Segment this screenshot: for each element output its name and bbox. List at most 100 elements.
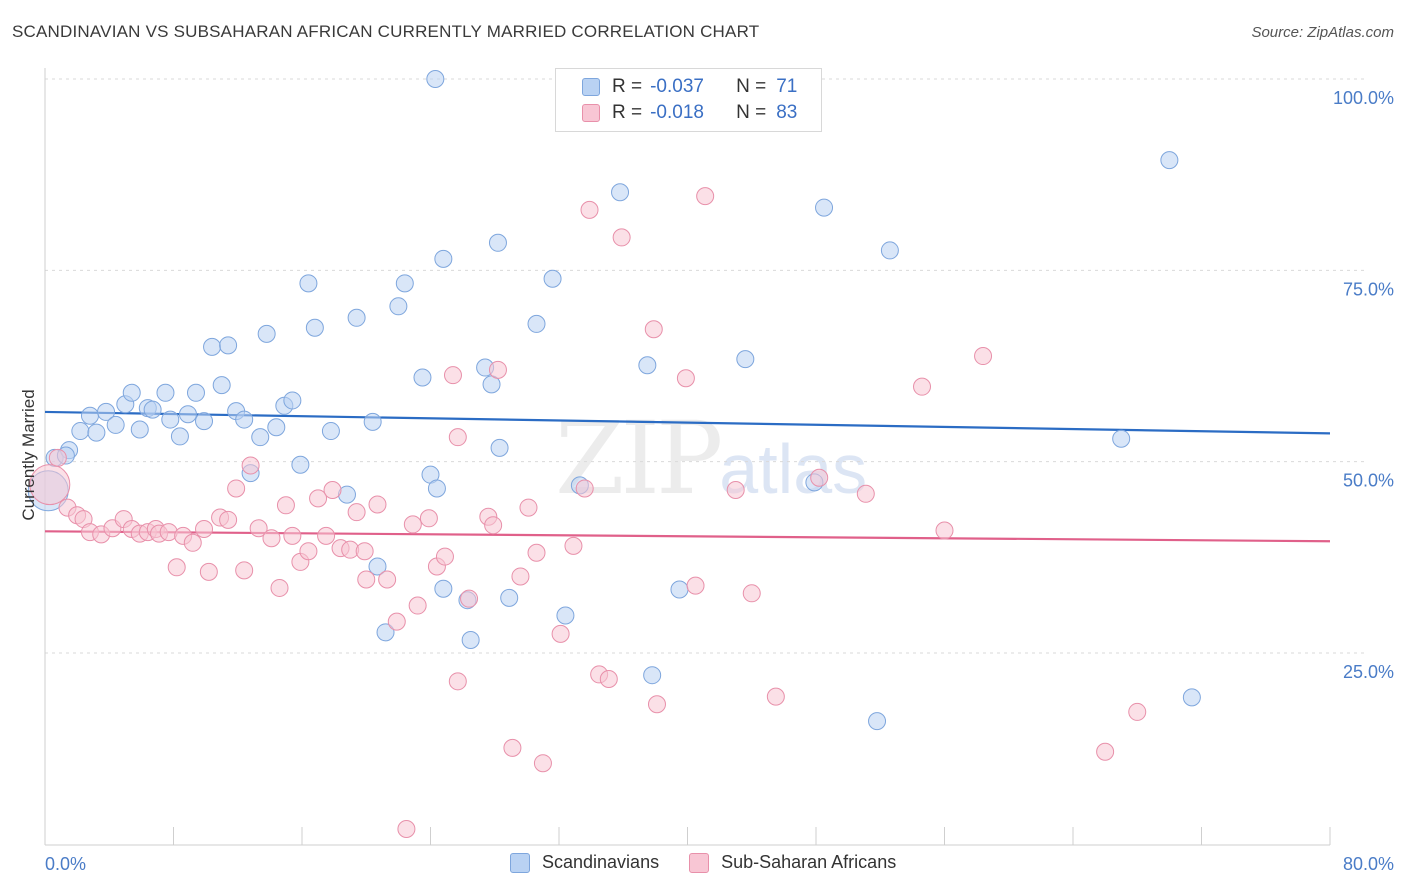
- legend-swatch-scandinavians: [582, 78, 600, 96]
- subsaharan-point: [387, 612, 406, 631]
- scandinavian-point: [815, 198, 834, 217]
- legend-r-label: R =: [612, 102, 643, 123]
- scandinavian-point: [611, 183, 630, 202]
- subsaharan-point: [810, 468, 829, 487]
- legend-n-label: N =: [736, 102, 767, 123]
- subsaharan-point: [856, 484, 875, 503]
- scandinavian-point: [219, 336, 238, 355]
- scandinavian-point: [156, 383, 175, 402]
- scandinavian-point: [291, 455, 310, 474]
- subsaharan-point: [195, 520, 214, 539]
- subsaharan-point: [527, 543, 546, 562]
- scandinavian-point: [488, 233, 507, 252]
- scandinavian-point: [130, 420, 149, 439]
- chart-title: SCANDINAVIAN VS SUBSAHARAN AFRICAN CURRE…: [12, 22, 760, 41]
- scandinavian-point: [71, 422, 90, 441]
- subsaharan-point: [283, 526, 302, 545]
- legend-swatch-subsaharan: [582, 104, 600, 122]
- subsaharan-point: [347, 503, 366, 522]
- subsaharan-point: [612, 228, 631, 247]
- scandinavian-point: [178, 405, 197, 424]
- scandinavian-point: [643, 666, 662, 685]
- scandinavian-point: [347, 308, 366, 327]
- trend-lines: [44, 410, 1331, 543]
- scandinavian-point: [426, 70, 445, 88]
- subsaharan-point: [419, 509, 438, 528]
- scandinavian-point: [427, 479, 446, 498]
- scandinavian-point: [556, 606, 575, 625]
- subsaharan-point: [511, 567, 530, 586]
- subsaharan-point: [299, 542, 318, 561]
- subsaharan-point: [676, 369, 695, 388]
- subsaharan-point: [488, 360, 507, 379]
- subsaharan-point: [408, 596, 427, 615]
- scandinavian-point: [195, 412, 214, 431]
- legend-row-subsaharan: R = -0.018 N = 83: [582, 101, 797, 125]
- scandinavian-point: [368, 557, 387, 576]
- subsaharan-point: [575, 479, 594, 498]
- correlation-legend: R = -0.037 N = 71 R = -0.018 N = 83: [555, 68, 822, 132]
- legend-r-value-scandinavians: -0.037: [650, 76, 704, 97]
- watermark: ZIPatlas: [555, 400, 867, 517]
- subsaharan-point: [1128, 702, 1147, 721]
- subsaharan-point: [397, 820, 416, 839]
- y-tick-label: 25.0%: [1343, 662, 1394, 682]
- subsaharan-point: [564, 536, 583, 555]
- subsaharan-point: [235, 561, 254, 580]
- y-tick-label: 75.0%: [1343, 279, 1394, 299]
- scandinavian-point: [143, 400, 162, 419]
- scandinavian-point: [321, 422, 340, 441]
- legend-swatch-subsaharan: [689, 852, 710, 873]
- axes: [44, 68, 1331, 846]
- scandinavian-point: [80, 406, 99, 425]
- scandinavian-point: [299, 274, 318, 293]
- subsaharan-point: [647, 695, 666, 714]
- legend-swatch-scandinavians: [510, 852, 530, 873]
- scandinavian-point: [543, 269, 562, 288]
- scandinavian-point: [461, 630, 480, 649]
- legend-r-label: R =: [612, 76, 643, 97]
- subsaharan-point: [241, 456, 260, 475]
- y-tick-label: 100.0%: [1333, 88, 1394, 108]
- scandinavian-point: [1112, 429, 1131, 448]
- subsaharan-point: [551, 624, 570, 643]
- subsaharan-point: [435, 547, 454, 566]
- subsaharan-trend-line: [44, 530, 1331, 543]
- legend-n-label: N =: [736, 76, 767, 97]
- subsaharan-point: [599, 670, 618, 689]
- subsaharan-point: [167, 558, 186, 577]
- subsaharan-point: [227, 479, 246, 498]
- subsaharan-point: [443, 366, 462, 385]
- scandinavian-point: [376, 623, 395, 642]
- subsaharan-point: [219, 510, 238, 529]
- subsaharan-point: [29, 464, 71, 506]
- scandinavian-point: [638, 356, 657, 375]
- scandinavian-point: [106, 415, 125, 434]
- tick-labels: 25.0% 50.0% 75.0% 100.0% 0.0% 80.0%: [45, 88, 1394, 874]
- y-tick-label: 50.0%: [1343, 471, 1394, 491]
- subsaharan-point: [686, 576, 705, 595]
- subsaharan-point: [460, 589, 479, 608]
- scandinavian-point: [170, 427, 189, 446]
- scandinavian-point: [736, 350, 755, 369]
- scandinavian-point: [868, 712, 887, 731]
- legend-item-scandinavians: Scandinavians: [510, 852, 659, 873]
- legend-item-subsaharan: Sub-Saharan Africans: [689, 852, 896, 873]
- subsaharan-point: [276, 496, 295, 515]
- subsaharan-point: [48, 448, 67, 467]
- subsaharan-point: [935, 521, 954, 540]
- scandinavian-point: [395, 274, 414, 293]
- subsaharan-point: [323, 480, 342, 499]
- scandinavian-point: [1160, 151, 1179, 170]
- scandinavian-point: [267, 418, 286, 437]
- scandinavian-point: [1182, 688, 1201, 707]
- subsaharan-point: [403, 515, 422, 534]
- scandinavian-point: [500, 588, 519, 607]
- subsaharan-point: [368, 495, 387, 514]
- legend-label-subsaharan: Sub-Saharan Africans: [721, 852, 897, 872]
- legend-n-value-scandinavians: 71: [776, 76, 798, 97]
- subsaharan-point: [484, 516, 503, 535]
- legend-r-value-subsaharan: -0.018: [650, 102, 704, 123]
- scandinavian-point: [305, 318, 324, 337]
